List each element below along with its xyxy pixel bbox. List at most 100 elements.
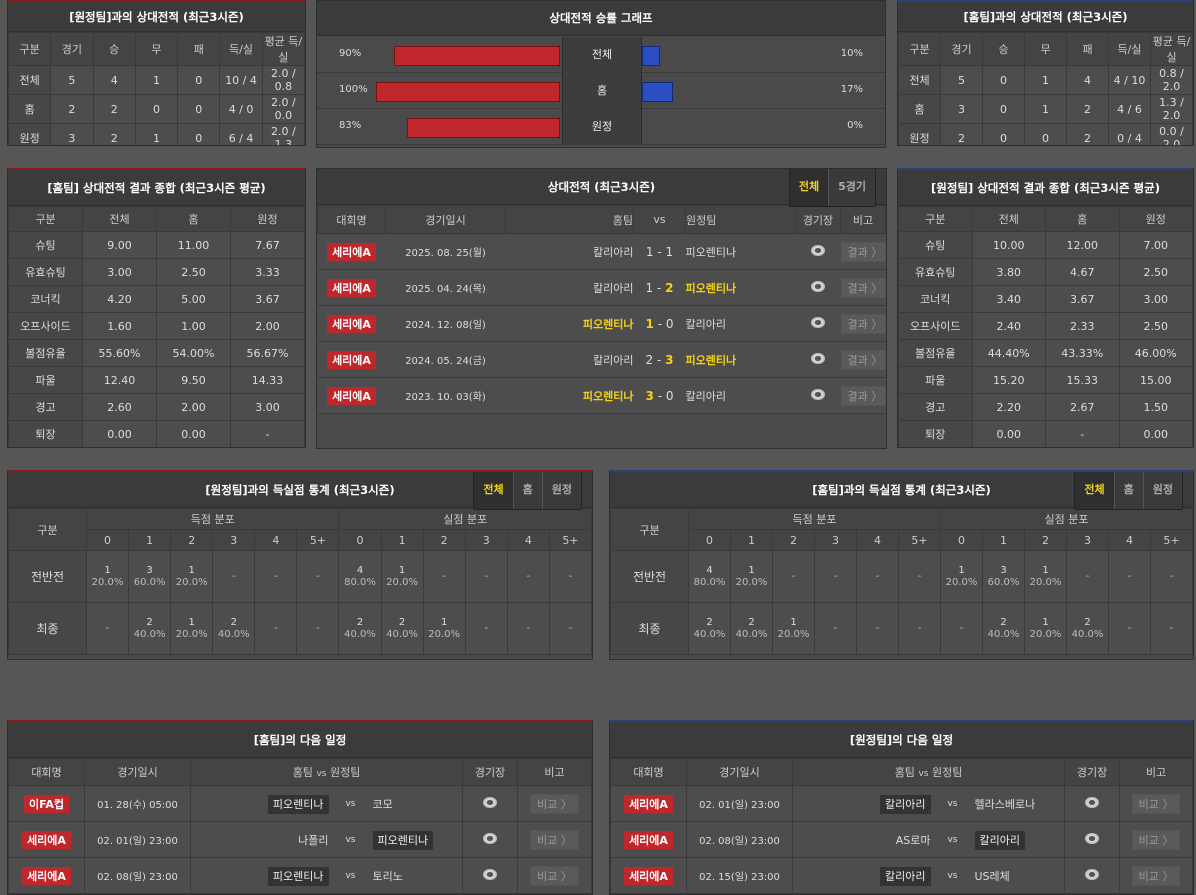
header-vs: vs <box>653 213 666 226</box>
vs-label: vs <box>345 870 356 881</box>
stadium-icon[interactable] <box>1085 796 1100 808</box>
column-header: 원정 <box>230 206 305 232</box>
away-team: 피오렌티나 <box>685 353 737 367</box>
schedule-table: 대회명 경기일시 홈팀 vs 원정팀 경기장 비고 이FA컵 01. 28(수) 05:00… <box>8 758 592 894</box>
toggle-0[interactable]: 전체 <box>1075 472 1114 509</box>
table-row: 경고 2.60 2.00 3.00 <box>8 393 305 421</box>
filter-toggle[interactable]: 전체 홈 원정 <box>473 472 582 510</box>
table-row: 오프사이드 2.40 2.33 2.50 <box>898 312 1193 340</box>
bucket-header: 2 <box>170 529 214 551</box>
column-header: 경기 <box>940 32 983 66</box>
stadium-icon[interactable] <box>811 388 825 400</box>
match-row[interactable]: 세리에A 2024. 05. 24(금) 칼리아리 2 - 3 피오렌티나 결과 … <box>317 341 886 378</box>
compare-button[interactable]: 비교 〉 <box>530 829 579 850</box>
bucket-header: 5+ <box>898 529 941 551</box>
filter-toggle[interactable]: 전체 홈 원정 <box>1074 472 1183 510</box>
header-league: 대회명 <box>31 766 62 779</box>
toggle-1[interactable]: 홈 <box>1113 472 1143 509</box>
match-row[interactable]: 세리에A 2025. 08. 25(월) 칼리아리 1 - 1 피오렌티나 결과 … <box>317 233 886 270</box>
compare-button[interactable]: 비교 〉 <box>1131 865 1181 886</box>
schedule-row[interactable]: 세리에A 02. 15(일) 23:00 칼리아리 vs US레체 비교 〉 <box>610 857 1193 894</box>
away-h2h-panel: [원정팀]과의 상대전적 (최근3시즌) 구분 경기 승 무 패 득/실 평균 득/실 전체 5 4… <box>7 0 306 146</box>
result-button[interactable]: 결과 〉 <box>840 277 886 298</box>
compare-button[interactable]: 비교 〉 <box>530 865 579 886</box>
schedule-row[interactable]: 세리에A 02. 01(일) 23:00 나폴리 vs 피오렌티나 비교 〉 <box>8 821 592 858</box>
count: - <box>568 570 573 582</box>
compare-button[interactable]: 비교 〉 <box>1131 793 1181 814</box>
count: 2 <box>398 616 406 628</box>
stadium-icon[interactable] <box>483 832 498 844</box>
toggle-1[interactable]: 홈 <box>512 472 542 509</box>
count: - <box>568 622 573 634</box>
panel-title: 상대전적 승률 그래프 <box>317 1 885 36</box>
percent: 40.0% <box>344 628 376 640</box>
left-bar <box>407 118 560 138</box>
count: 4 <box>706 564 713 576</box>
match-row[interactable]: 세리에A 2023. 10. 03(화) 피오렌티나 3 - 0 칼리아리 결과 … <box>317 377 886 414</box>
table-cell: 2 <box>92 94 136 124</box>
count: - <box>484 622 489 634</box>
league-badge: 이FA컵 <box>23 794 69 813</box>
result-button[interactable]: 결과 〉 <box>840 241 886 262</box>
toggle-0[interactable]: 전체 <box>789 169 829 206</box>
stadium-icon[interactable] <box>1085 832 1100 844</box>
count: - <box>917 570 922 582</box>
table-row: 퇴장 0.00-0.00 <box>898 420 1193 447</box>
schedule-row[interactable]: 세리에A 02. 08(일) 23:00 AS로마 vs 칼리아리 비교 〉 <box>610 821 1193 858</box>
count: 2 <box>748 616 755 628</box>
stadium-icon[interactable] <box>811 352 825 364</box>
toggle-2[interactable]: 원정 <box>541 472 581 509</box>
compare-button[interactable]: 비교 〉 <box>1131 829 1181 850</box>
table-cell: 유효슈팅 <box>8 258 83 286</box>
league-badge: 세리에A <box>624 866 673 885</box>
table-cell: 6 / 4 <box>219 123 263 145</box>
stadium-icon[interactable] <box>1085 868 1100 880</box>
table-cell: 2.40 <box>971 312 1046 340</box>
match-row[interactable]: 세리에A 2025. 04. 24(목) 칼리아리 1 - 2 피오렌티나 결과 … <box>317 269 886 306</box>
stadium-icon[interactable] <box>811 244 825 256</box>
table-cell: 오프사이드 <box>898 312 973 340</box>
toggle-0[interactable]: 전체 <box>474 472 513 509</box>
bucket-header: 0 <box>338 529 382 551</box>
table-cell: 0.0 / 2.0 <box>1150 123 1193 145</box>
schedule-row[interactable]: 세리에A 02. 01(일) 23:00 칼리아리 vs 헬라스베로나 비교 〉 <box>610 785 1193 822</box>
panel-title-text: [홈팀]과의 득실점 통계 (최근3시즌) <box>812 483 991 497</box>
stadium-icon[interactable] <box>811 316 825 328</box>
count: - <box>1169 570 1174 582</box>
count: - <box>833 622 838 634</box>
table-cell: 원정 <box>8 123 52 145</box>
away-goals-panel: [원정팀]과의 득실점 통계 (최근3시즌) 전체 홈 원정 구분 득점 분포 실점 분포… <box>7 470 593 660</box>
result-button[interactable]: 결과 〉 <box>840 349 886 370</box>
panel-title-text: [홈팀]과의 상대전적 (최근3시즌) <box>963 10 1128 24</box>
result-button[interactable]: 결과 〉 <box>840 313 886 334</box>
toggle-1[interactable]: 5경기 <box>828 169 875 206</box>
away-summary-panel: [원정팀] 상대전적 결과 종합 (최근3시즌 평균) 구분 전체 홈 원정 슈팅 10.0… <box>897 168 1194 448</box>
stadium-icon[interactable] <box>483 796 498 808</box>
table-row: 최종 -2 40.0% 1 20.0% 2 40.0% - -2 40.0% 2 40.0% 1 20.0… <box>8 602 592 655</box>
bucket-header: 1 <box>128 529 172 551</box>
home-team: AS로마 <box>895 833 931 847</box>
result-button[interactable]: 결과 〉 <box>840 385 886 406</box>
home-score: 1 <box>645 244 654 259</box>
match-date: 2025. 04. 24(목) <box>405 284 486 295</box>
header-away: 원정팀 <box>686 213 717 227</box>
bucket-header: 2 <box>1024 529 1067 551</box>
bucket-header: 3 <box>814 529 857 551</box>
count: - <box>442 570 446 582</box>
count: 4 <box>356 564 364 576</box>
schedule-row[interactable]: 이FA컵 01. 28(수) 05:00 피오렌티나 vs 코모 비교 〉 <box>8 785 592 822</box>
count: - <box>1127 622 1132 634</box>
schedule-row[interactable]: 세리에A 02. 08(일) 23:00 피오렌티나 vs 토리노 비교 〉 <box>8 857 592 894</box>
match-row[interactable]: 세리에A 2024. 12. 08(일) 피오렌티나 1 - 0 칼리아리 결과 … <box>317 305 886 342</box>
table-cell: 54.00% <box>156 339 231 367</box>
compare-button[interactable]: 비교 〉 <box>530 793 579 814</box>
stadium-icon[interactable] <box>811 280 825 292</box>
bucket-header: 2 <box>772 529 815 551</box>
right-bar <box>642 82 674 102</box>
away-team: 피오렌티나 <box>372 830 434 850</box>
count: - <box>917 622 922 634</box>
bucket-header: 3 <box>212 529 256 551</box>
stadium-icon[interactable] <box>483 868 498 880</box>
toggle-2[interactable]: 원정 <box>1142 472 1182 509</box>
filter-toggle[interactable]: 전체 5경기 <box>788 169 876 207</box>
